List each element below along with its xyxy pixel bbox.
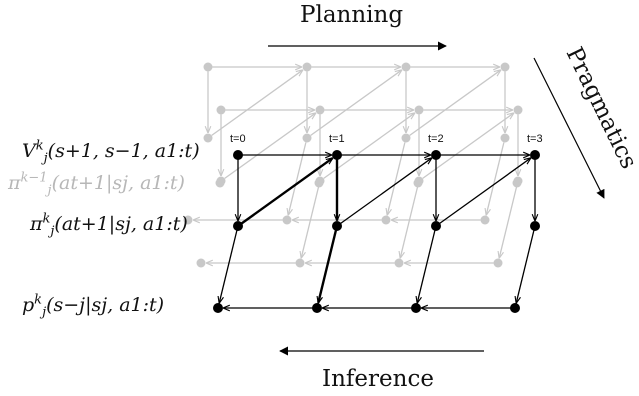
policy-to-next-value-link — [340, 158, 432, 224]
previous-policy-node — [413, 178, 423, 188]
belief-row-label: pkj(s−j|sj, a1:t) — [22, 292, 165, 320]
policy-node-t0 — [233, 221, 243, 231]
back-layer-1-policy-link — [224, 113, 316, 179]
time-label-0: t=0 — [230, 133, 246, 145]
back-layer-1-node — [414, 105, 424, 115]
back-layer-1-belief-update — [499, 185, 518, 257]
back-layer-1-node — [295, 258, 305, 268]
back-layer-2-node — [183, 215, 193, 225]
policy-to-belief-link — [516, 230, 535, 302]
inference-label: Inference — [322, 366, 434, 392]
previous-policy-node — [215, 178, 225, 188]
belief-node-t2 — [411, 303, 421, 313]
value-row-label: Vkj(s+1, s−1, a1:t) — [22, 138, 200, 166]
policy-to-next-value-link — [439, 158, 531, 224]
policy-row-label: πkj(at+1|sj, a1:t) — [30, 211, 188, 239]
back-layer-1-node — [394, 258, 404, 268]
value-node-t1 — [332, 150, 342, 160]
previous-policy-node — [512, 178, 522, 188]
policy-to-belief-link — [417, 230, 436, 302]
back-layer-2-node — [480, 215, 490, 225]
belief-node-t3 — [510, 303, 520, 313]
back-layer-1-node — [493, 258, 503, 268]
back-layer-1-belief-update — [400, 185, 419, 257]
policy-to-belief-link — [318, 230, 338, 302]
back-layer-2-policy-link — [409, 70, 501, 136]
planning-label: Planning — [300, 2, 404, 28]
back-layer-2-node — [302, 133, 312, 143]
back-layer-2-node — [302, 62, 312, 72]
policy-to-next-value-link — [241, 158, 333, 225]
policy-node-t2 — [431, 221, 441, 231]
back-layer-2-node — [381, 215, 391, 225]
back-layer-1-node — [513, 105, 523, 115]
policy-node-t3 — [530, 221, 540, 231]
back-layer-1-policy-link — [422, 113, 514, 179]
back-layer-2-node — [500, 62, 510, 72]
back-layer-1-node — [216, 105, 226, 115]
current-level-layer — [213, 150, 540, 313]
back-layer-2-node — [401, 62, 411, 72]
pragmatics-label: Pragmatics — [561, 43, 639, 173]
time-label-2: t=2 — [428, 133, 444, 145]
back-layer-1-node — [196, 258, 206, 268]
previous-policy-row-label: πk−1j(at+1|sj, a1:t) — [8, 170, 185, 198]
initial-belief-link — [219, 230, 238, 302]
previous-policy-node — [314, 178, 324, 188]
back-layer-1-belief-update — [301, 185, 320, 257]
back-layer-2-node — [203, 133, 213, 143]
back-layer-2-node — [500, 133, 510, 143]
back-layer-2-policy-link — [310, 70, 402, 136]
back-layer-1-policy-link — [323, 113, 415, 179]
time-label-1: t=1 — [329, 133, 345, 145]
policy-node-t1 — [332, 221, 342, 231]
pragmatics-arrow — [533, 57, 605, 199]
belief-node-t1 — [312, 303, 322, 313]
value-node-t0 — [233, 150, 243, 160]
back-layer-2-policy-link — [211, 70, 303, 136]
back-layer-2-node — [203, 62, 213, 72]
value-node-t2 — [431, 150, 441, 160]
previous-level-layers — [183, 62, 523, 268]
belief-node-t0 — [213, 303, 223, 313]
time-label-3: t=3 — [527, 133, 543, 145]
back-layer-2-node — [401, 133, 411, 143]
back-layer-1-node — [315, 105, 325, 115]
value-node-t3 — [530, 150, 540, 160]
back-layer-2-node — [282, 215, 292, 225]
